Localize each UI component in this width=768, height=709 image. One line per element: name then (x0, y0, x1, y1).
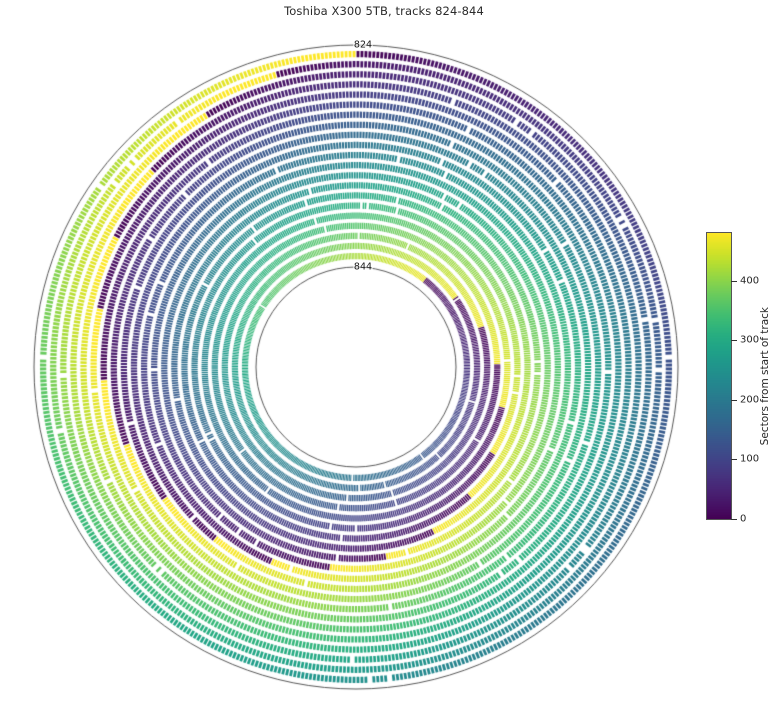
colorbar-axis-label: Sectors from start of track (758, 232, 768, 520)
colorbar-tick-label: 100 (740, 453, 760, 465)
colorbar-tick-mark (731, 519, 737, 520)
colorbar-gradient (706, 232, 732, 520)
colorbar-tick-label: 300 (740, 334, 760, 346)
colorbar-tick-label: 400 (740, 275, 760, 287)
colorbar: 0 100 200 300 400 Sectors from start of trac… (706, 232, 768, 532)
track-label: 844 (352, 261, 374, 273)
colorbar-tick-label: 0 (740, 513, 747, 525)
colorbar-tick-mark (731, 340, 737, 342)
colorbar-tick-mark (731, 280, 737, 282)
colorbar-tick-mark (731, 459, 737, 461)
colorbar-tick-mark (731, 399, 737, 401)
track-label: 824 (352, 39, 374, 51)
colorbar-label-text: Sectors from start of track (759, 306, 768, 446)
colorbar-tick-label: 200 (740, 394, 760, 406)
